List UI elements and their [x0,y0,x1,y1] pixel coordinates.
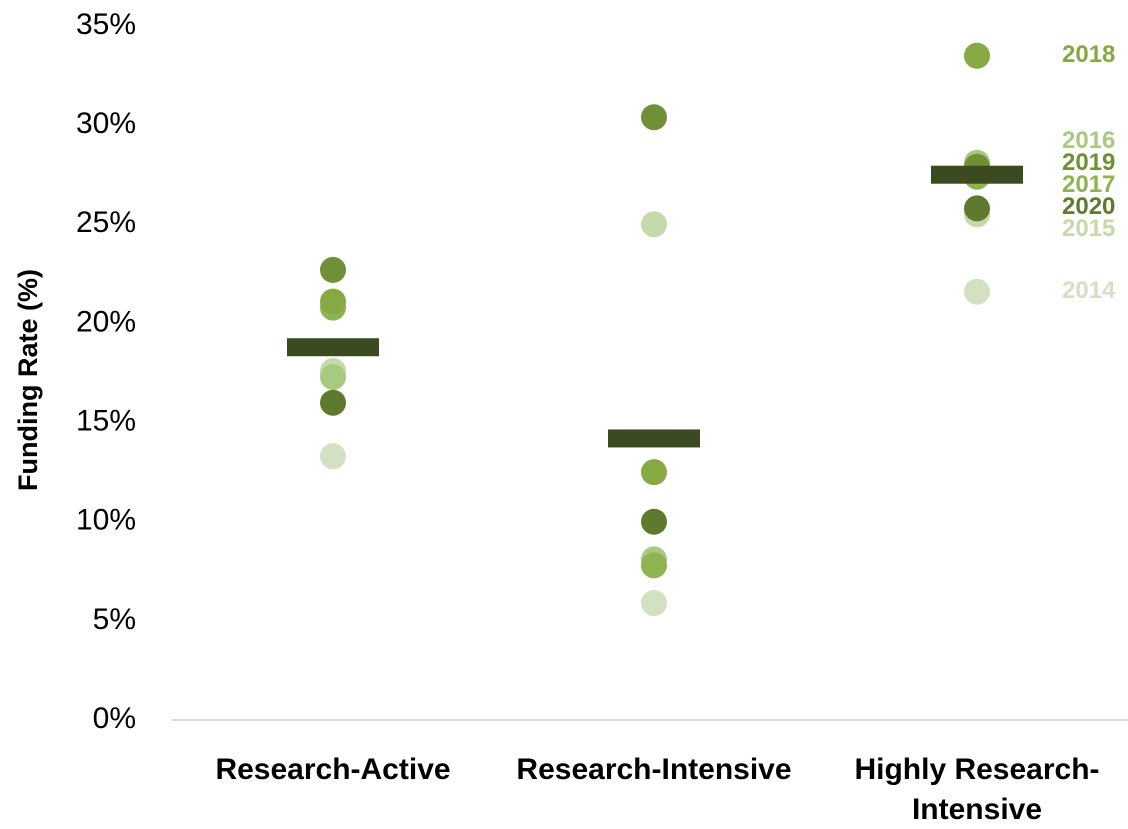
dot [641,459,667,486]
y-tick-label: 20% [76,305,136,338]
dot [320,288,346,315]
dot [320,389,346,416]
dot [320,256,346,283]
legend-label: 2020 [1062,193,1115,220]
dot [964,278,990,305]
dot [964,42,990,69]
y-tick-label: 5% [93,603,136,636]
y-tick-label: 10% [76,504,136,537]
mean-bar [287,338,379,357]
y-tick-label: 30% [76,107,136,140]
dot [964,195,990,222]
legend-label: 2014 [1062,277,1116,304]
dot [641,104,667,131]
dot [641,590,667,617]
dot [641,552,667,579]
y-tick-label: 15% [76,404,136,437]
legend-label: 2016 [1062,127,1115,154]
mean-bar [608,429,700,448]
y-tick-label: 0% [93,702,136,735]
dot [641,211,667,238]
x-tick-label: Research-Active [215,753,451,786]
dot [320,443,346,470]
y-tick-label: 25% [76,206,136,239]
x-tick-label: Research-Intensive [516,753,792,786]
x-tick-label: Highly Research-Intensive [854,753,1100,826]
y-tick-label: 35% [76,8,136,41]
mean-bar [931,165,1023,184]
dot [641,508,667,535]
y-axis-title: Funding Rate (%) [13,269,43,491]
dot [320,363,346,390]
legend-label: 2017 [1062,171,1115,198]
legend-label: 2019 [1062,149,1115,176]
legend-label: 2018 [1062,41,1115,68]
legend-label: 2015 [1062,215,1115,242]
